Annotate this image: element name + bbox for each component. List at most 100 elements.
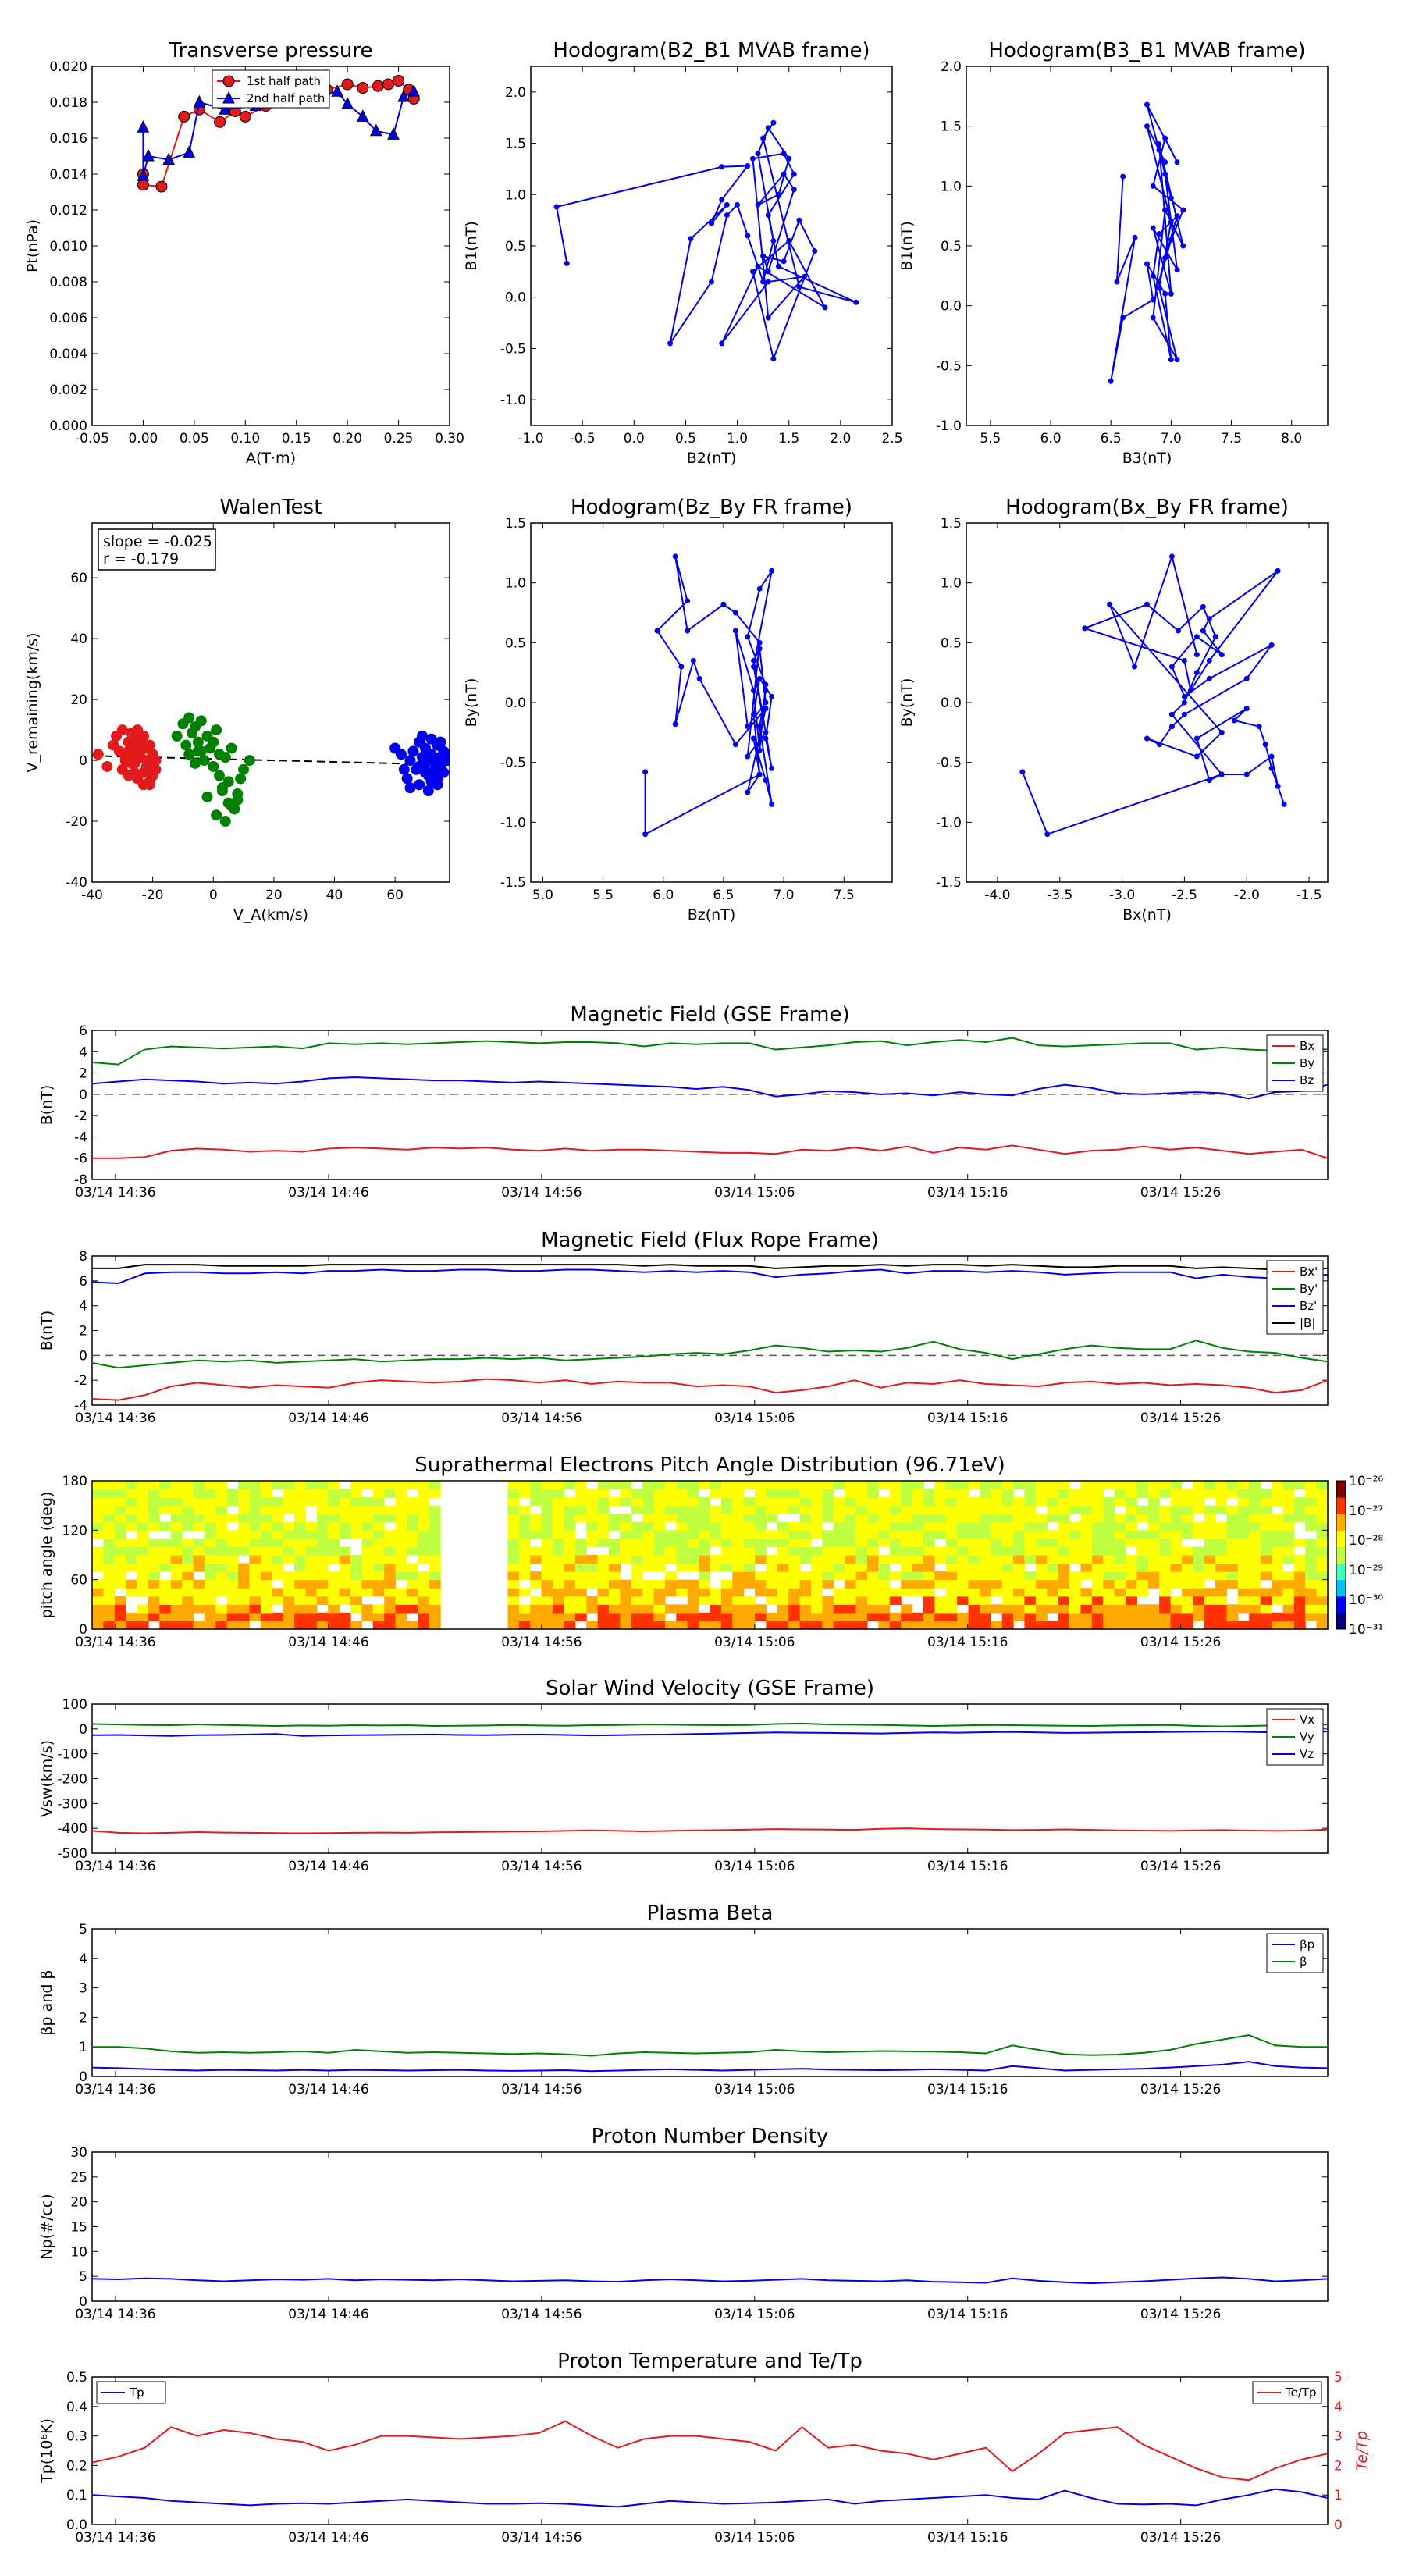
heatmap-cell xyxy=(170,1612,183,1622)
heatmap-cell xyxy=(159,1546,172,1556)
heatmap-cell xyxy=(710,1563,722,1572)
heatmap-cell xyxy=(1193,1579,1205,1589)
heatmap-cell xyxy=(788,1588,801,1597)
heatmap-cell xyxy=(429,1571,441,1581)
heatmap-cell xyxy=(1170,1596,1183,1605)
heatmap-cell xyxy=(395,1497,407,1507)
series-0 xyxy=(1019,553,1287,838)
heatmap-cell xyxy=(945,1579,958,1589)
x-tick-label: 03/14 15:06 xyxy=(714,2530,795,2546)
heatmap-cell xyxy=(833,1604,845,1614)
heatmap-cell xyxy=(283,1621,295,1630)
heatmap-cell xyxy=(260,1538,272,1548)
heatmap-cell xyxy=(518,1604,531,1614)
heatmap-cell xyxy=(1215,1538,1228,1548)
y-tick-label: -8 xyxy=(74,1172,87,1188)
heatmap-cell xyxy=(1249,1563,1261,1572)
heatmap-cell xyxy=(372,1604,385,1614)
data-point xyxy=(183,145,196,158)
heatmap-cell xyxy=(518,1571,531,1581)
x-tick-label: 03/14 15:26 xyxy=(1140,1185,1221,1201)
y-tick-label: -1.0 xyxy=(500,815,526,831)
x-tick-label: -3.0 xyxy=(1109,888,1135,903)
x-tick-label: 03/14 14:46 xyxy=(288,2082,368,2097)
heatmap-cell xyxy=(1103,1621,1115,1630)
heatmap-cell xyxy=(170,1530,183,1539)
heatmap-cell xyxy=(182,1514,194,1523)
data-point xyxy=(1206,675,1212,681)
data-point xyxy=(756,724,763,730)
heatmap-cell xyxy=(799,1588,812,1597)
heatmap-cell xyxy=(1226,1621,1239,1630)
heatmap-cell xyxy=(1147,1489,1160,1498)
y-axis-label: βp and β xyxy=(38,1969,55,2035)
heatmap-cell xyxy=(1103,1538,1115,1548)
heatmap-cell xyxy=(384,1621,397,1630)
data-point xyxy=(749,155,756,162)
data-point xyxy=(171,730,183,742)
heatmap-cell xyxy=(1316,1579,1329,1589)
y-tick-label: 3 xyxy=(79,1981,87,1997)
heatmap-cell xyxy=(126,1497,138,1507)
heatmap-cell xyxy=(159,1579,172,1589)
heatmap-cell xyxy=(811,1530,823,1539)
heatmap-cell xyxy=(1058,1621,1070,1630)
heatmap-cell xyxy=(574,1596,587,1605)
heatmap-cell xyxy=(878,1497,891,1507)
heatmap-cell xyxy=(1047,1571,1059,1581)
heatmap-cell xyxy=(1159,1604,1172,1614)
heatmap-cell xyxy=(384,1555,397,1564)
heatmap-cell xyxy=(642,1612,655,1622)
heatmap-cell xyxy=(968,1604,980,1614)
data-point xyxy=(1174,267,1180,273)
heatmap-cell xyxy=(182,1555,194,1564)
data-point xyxy=(129,767,140,778)
heatmap-cell xyxy=(788,1596,801,1605)
heatmap-cell xyxy=(294,1555,307,1564)
heatmap-cell xyxy=(676,1514,688,1523)
heatmap-cell xyxy=(137,1604,149,1614)
heatmap-cell xyxy=(114,1489,126,1498)
heatmap-cell xyxy=(283,1505,295,1514)
heatmap-cell xyxy=(1069,1505,1081,1514)
heatmap-cell xyxy=(1293,1612,1306,1622)
heatmap-cell xyxy=(1114,1588,1126,1597)
heatmap-cell xyxy=(991,1521,1003,1531)
heatmap-cell xyxy=(1226,1521,1239,1531)
heatmap-cell xyxy=(507,1612,520,1622)
series-0 xyxy=(1108,101,1186,384)
y-axis-label: Pt(nPa) xyxy=(24,219,41,272)
x-tick-label: 03/14 14:46 xyxy=(288,1411,368,1426)
data-point xyxy=(709,220,714,226)
heatmap-cell xyxy=(755,1481,767,1490)
heatmap-cell xyxy=(822,1481,834,1490)
data-point xyxy=(1193,735,1200,742)
heatmap-cell xyxy=(1103,1604,1115,1614)
chart-title: Proton Number Density xyxy=(592,2125,829,2148)
heatmap-cell xyxy=(1282,1579,1295,1589)
data-point xyxy=(180,739,192,751)
heatmap-cell xyxy=(204,1481,216,1490)
plot-area xyxy=(642,553,775,838)
data-point xyxy=(724,201,730,208)
data-point xyxy=(137,169,150,181)
heatmap-cell xyxy=(866,1481,879,1490)
heatmap-cell xyxy=(889,1497,902,1507)
heatmap-cell xyxy=(934,1571,947,1581)
y-tick-label: 20 xyxy=(70,2195,87,2211)
heatmap-cell xyxy=(1237,1514,1250,1523)
heatmap-cell xyxy=(620,1612,632,1622)
heatmap-cell xyxy=(912,1538,924,1548)
heatmap-cell xyxy=(429,1521,441,1531)
data-point xyxy=(1262,742,1268,748)
heatmap-cell xyxy=(283,1579,295,1589)
heatmap-cell xyxy=(777,1538,789,1548)
heatmap-cell xyxy=(518,1588,531,1597)
heatmap-cell xyxy=(845,1481,857,1490)
heatmap-cell xyxy=(530,1596,542,1605)
heatmap-cell xyxy=(103,1481,116,1490)
heatmap-cell xyxy=(979,1497,991,1507)
annotation-text: slope = -0.025 xyxy=(103,533,212,550)
heatmap-cell xyxy=(822,1505,834,1514)
data-point xyxy=(1168,195,1174,201)
